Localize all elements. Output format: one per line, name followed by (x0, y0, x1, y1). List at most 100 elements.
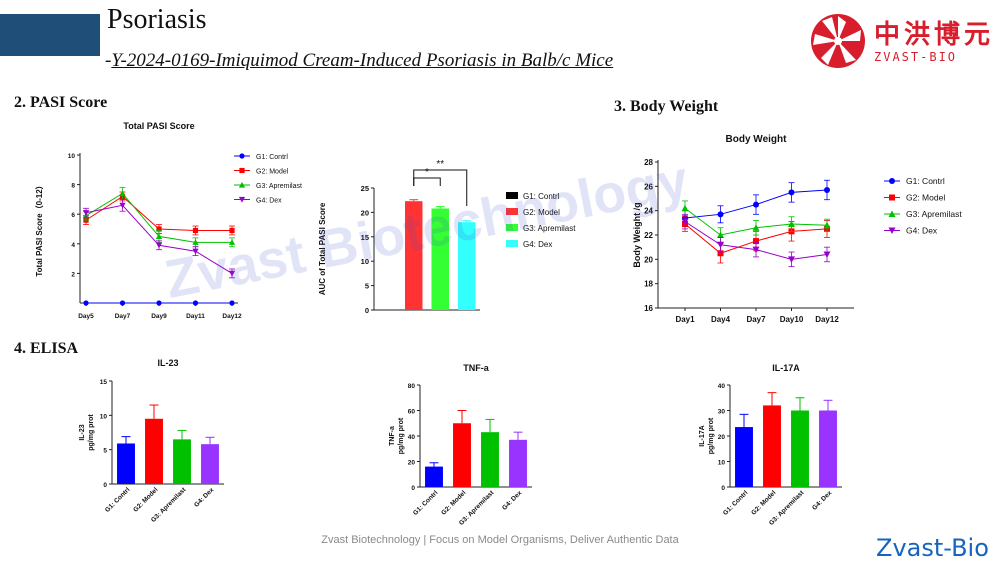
legend-label: G2: Model (906, 193, 945, 203)
legend-marker (888, 227, 896, 234)
data-point (717, 231, 724, 238)
y-tick-label: 10 (361, 257, 369, 266)
data-point (192, 300, 199, 306)
x-category-label: G4: Dex (501, 489, 524, 512)
chart-title: Body Weight (726, 134, 788, 145)
data-point (752, 246, 760, 254)
bar (173, 439, 191, 484)
data-point (155, 233, 163, 239)
significance-bracket (413, 169, 468, 206)
bar (735, 427, 753, 487)
y-tick-label: 15 (100, 379, 108, 386)
legend-swatch (506, 224, 518, 231)
y-axis-unit: pg/mg prot (708, 417, 715, 454)
body-weight-line-chart: Body Weight 16 18 20 22 24 26 28 Day1 Day4 Day7 Day… (632, 134, 962, 324)
data-point (82, 210, 90, 216)
x-tick-label: Day10 (780, 315, 804, 324)
legend-marker (888, 210, 896, 217)
logo-english-text: ZVAST-BIO (874, 50, 958, 64)
data-point (156, 300, 162, 306)
x-category-label: G1: Contrl (722, 489, 750, 517)
y-tick-label: 16 (644, 304, 653, 313)
significance-bracket (413, 177, 441, 186)
logo-chinese-text: 中洪博元 (874, 20, 995, 50)
footer-tagline: Zvast Biotechnology | Focus on Model Org… (321, 534, 679, 546)
x-tick-label: Day7 (746, 315, 766, 324)
x-tick-label: Day4 (711, 315, 731, 324)
bar (145, 418, 163, 484)
data-point (229, 300, 235, 306)
data-point (681, 218, 689, 226)
bar (117, 443, 135, 484)
y-tick-label: 5 (365, 282, 369, 291)
x-tick-label: Day12 (815, 315, 839, 324)
y-tick-label: 2 (71, 271, 75, 278)
x-tick-label: Day1 (675, 315, 695, 324)
data-point (788, 256, 795, 263)
y-tick-label: 4 (71, 242, 75, 249)
bar (481, 432, 499, 487)
bar (458, 222, 476, 310)
bar (453, 423, 471, 487)
y-axis-label: IL-17A (699, 425, 706, 446)
x-category-label: G4: Dex (193, 486, 216, 509)
data-point (752, 224, 760, 231)
bar (819, 410, 837, 487)
section-elisa-heading: 4. ELISA (14, 340, 79, 357)
section-body-weight-heading: 3. Body Weight (614, 98, 719, 115)
data-point (824, 186, 830, 193)
chart-title: Total PASI Score (123, 121, 194, 131)
data-point (823, 251, 831, 258)
y-tick-label: 80 (408, 383, 416, 390)
data-point (823, 221, 831, 229)
legend-marker (889, 194, 895, 201)
y-tick-label: 20 (644, 255, 653, 264)
bar (425, 466, 443, 487)
y-tick-label: 0 (365, 306, 369, 315)
x-category-label: G2: Model (440, 489, 467, 516)
x-category-label: G4: Dex (811, 489, 834, 512)
data-point (119, 300, 126, 306)
data-point (192, 239, 199, 245)
pasi-line-chart: Total PASI Score 2 4 6 8 10 Day5 Day7 Day9 Day11 D… (34, 121, 302, 320)
y-tick-label: 22 (644, 231, 653, 240)
y-tick-label: 15 (361, 233, 369, 242)
bar (763, 405, 781, 487)
y-tick-label: 8 (71, 183, 75, 190)
data-point (192, 248, 199, 255)
legend-label: G3: Apremilast (523, 224, 576, 233)
legend-label: G1: Contrl (523, 192, 560, 201)
legend-label: G3: Apremilast (906, 209, 962, 219)
legend-label: G1: Contrl (906, 176, 945, 186)
y-tick-label: 20 (718, 434, 726, 441)
y-tick-label: 40 (408, 434, 416, 441)
chart-title: IL-23 (157, 358, 178, 368)
y-tick-label: 6 (71, 212, 75, 219)
chart-title: TNF-a (463, 363, 489, 373)
y-axis-label: IL-23 (79, 424, 86, 440)
header-accent-bar (0, 14, 100, 56)
data-point (83, 300, 89, 306)
significance-label: * (425, 167, 429, 178)
data-point (119, 202, 126, 209)
subtitle-dash: - (105, 50, 112, 71)
logo-emblem-icon (811, 14, 865, 68)
data-point (753, 238, 759, 245)
legend-marker (238, 181, 246, 188)
y-tick-label: 20 (408, 460, 416, 467)
page-subtitle: -Y-2024-0169-Imiquimod Cream-Induced Pso… (105, 50, 613, 72)
page-title: Psoriasis (107, 4, 207, 35)
y-tick-label: 28 (644, 158, 653, 167)
bar (791, 410, 809, 487)
y-axis-unit: pg/mg prot (88, 414, 95, 451)
y-tick-label: 0 (411, 485, 415, 492)
legend-label: G4: Dex (256, 198, 282, 205)
y-tick-label: 0 (103, 482, 107, 489)
x-category-label: G2: Model (132, 486, 159, 513)
brand-wordmark: Zvast-Bio (876, 534, 989, 562)
y-tick-label: 10 (718, 460, 726, 467)
x-category-label: G1: Contrl (104, 486, 132, 514)
significance-label: ** (436, 159, 444, 170)
